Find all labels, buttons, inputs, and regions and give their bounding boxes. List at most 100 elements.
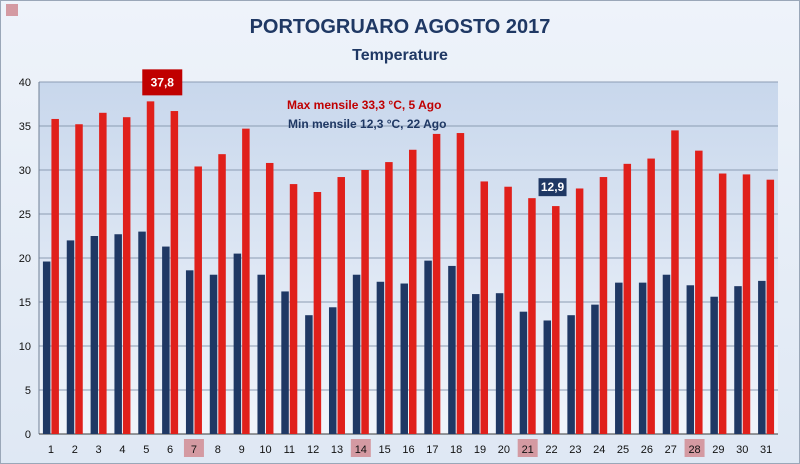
min-temp-bar — [686, 285, 695, 434]
x-tick-label: 3 — [96, 444, 102, 456]
min-temp-bar — [209, 274, 218, 434]
min-temp-bar — [424, 260, 432, 434]
x-tick-label: 14 — [355, 444, 367, 456]
x-tick-label: 13 — [331, 444, 343, 456]
min-callout-label: 12,9 — [541, 180, 565, 194]
highlight-day-box — [350, 439, 371, 457]
min-temp-bar — [42, 261, 51, 434]
max-callout-box — [142, 69, 183, 96]
monthly-min-note: Min mensile 12,3 °C, 22 Ago — [288, 117, 446, 131]
x-tick-label: 28 — [688, 444, 700, 456]
x-tick-label: 23 — [569, 444, 581, 456]
max-temp-bar — [289, 184, 298, 434]
x-tick-label: 11 — [284, 444, 295, 456]
x-tick-label: 8 — [215, 444, 221, 456]
x-tick-label: 18 — [450, 444, 462, 456]
max-temp-bar — [51, 118, 59, 435]
max-temp-bar — [575, 188, 584, 434]
min-temp-bar — [114, 234, 122, 434]
min-temp-bar — [734, 286, 742, 434]
max-temp-bar — [623, 163, 632, 434]
max-temp-bar — [75, 124, 83, 435]
min-temp-bar — [543, 320, 552, 434]
x-axis-ticks: 1 2 3 4 5 6 7 8 9 10 11 12 13 14 15 16 17 18 19 20 21 22 23 24 2… — [48, 444, 772, 456]
x-tick-label: 25 — [617, 444, 629, 456]
bars — [42, 101, 775, 435]
min-temp-bar — [662, 274, 671, 434]
x-tick-label: 6 — [167, 444, 173, 456]
x-tick-label: 24 — [593, 444, 605, 456]
highlight-day-box — [684, 439, 705, 457]
max-temp-bar — [170, 111, 179, 434]
min-temp-bar — [567, 315, 575, 434]
x-tick-label: 9 — [239, 444, 245, 456]
x-tick-label: 21 — [522, 444, 534, 456]
max-temp-bar — [504, 186, 512, 434]
min-temp-bar — [710, 296, 718, 434]
min-temp-bar — [257, 274, 265, 434]
y-tick-label: 5 — [25, 385, 31, 397]
min-temp-bar — [352, 274, 361, 434]
x-tick-label: 20 — [498, 444, 510, 456]
x-tick-label: 12 — [307, 444, 319, 456]
highlight-day-box — [183, 439, 204, 457]
min-temp-bar — [233, 253, 242, 434]
y-tick-label: 0 — [25, 429, 31, 441]
y-tick-label: 10 — [19, 341, 31, 353]
min-temp-bar — [185, 270, 194, 434]
annotations: 37,8 12,9 Max mensile 33,3 °C, 5 Ago Min… — [142, 69, 567, 197]
corner-marker — [6, 4, 18, 16]
min-temp-bar — [400, 283, 408, 434]
max-temp-bar — [194, 166, 202, 435]
min-temp-bar — [638, 282, 647, 434]
x-tick-label: 1 — [48, 444, 54, 456]
max-temp-bar — [742, 174, 751, 434]
max-temp-bar — [647, 158, 655, 434]
max-temp-bar — [766, 179, 775, 434]
x-tick-label: 26 — [641, 444, 653, 456]
min-temp-bar — [495, 293, 504, 434]
max-callout-label: 37,8 — [151, 75, 175, 89]
max-temp-bar — [361, 170, 369, 434]
min-temp-bar — [281, 291, 289, 434]
x-tick-label: 10 — [259, 444, 271, 456]
min-temp-bar — [90, 236, 99, 434]
y-tick-label: 20 — [19, 253, 31, 265]
x-tick-label: 29 — [712, 444, 724, 456]
min-temp-bar — [66, 240, 75, 434]
max-temp-bar — [337, 177, 345, 435]
y-tick-label: 30 — [19, 165, 31, 177]
max-temp-bar — [122, 117, 131, 434]
x-tick-label: 4 — [119, 444, 125, 456]
x-tick-label: 5 — [143, 444, 149, 456]
max-temp-bar — [313, 192, 322, 434]
x-tick-label: 17 — [426, 444, 438, 456]
max-temp-bar — [242, 128, 250, 434]
max-temp-bar — [528, 198, 536, 434]
min-temp-bar — [448, 265, 456, 434]
y-tick-label: 35 — [19, 121, 31, 133]
x-tick-label: 30 — [736, 444, 748, 456]
y-tick-label: 15 — [19, 297, 31, 309]
max-temp-bar — [695, 150, 703, 434]
min-temp-bar — [519, 311, 528, 434]
max-temp-bar — [218, 154, 226, 434]
x-tick-label: 22 — [545, 444, 557, 456]
min-temp-bar — [162, 246, 170, 434]
y-axis-ticks: 0 5 10 15 20 25 30 35 40 — [19, 77, 31, 441]
x-tick-label: 27 — [665, 444, 677, 456]
chart-subtitle: Temperature — [352, 47, 448, 64]
min-temp-bar — [758, 280, 766, 434]
x-tick-label: 19 — [474, 444, 486, 456]
chart-title: PORTOGRUARO AGOSTO 2017 — [249, 16, 551, 38]
x-tick-label: 7 — [191, 444, 197, 456]
max-temp-bar — [599, 177, 608, 435]
x-tick-label: 15 — [379, 444, 391, 456]
max-temp-bar — [99, 112, 107, 435]
min-temp-bar — [328, 307, 337, 434]
min-temp-bar — [376, 281, 385, 434]
max-temp-bar — [480, 181, 489, 434]
x-tick-label: 16 — [402, 444, 414, 456]
min-callout-box — [538, 178, 567, 197]
